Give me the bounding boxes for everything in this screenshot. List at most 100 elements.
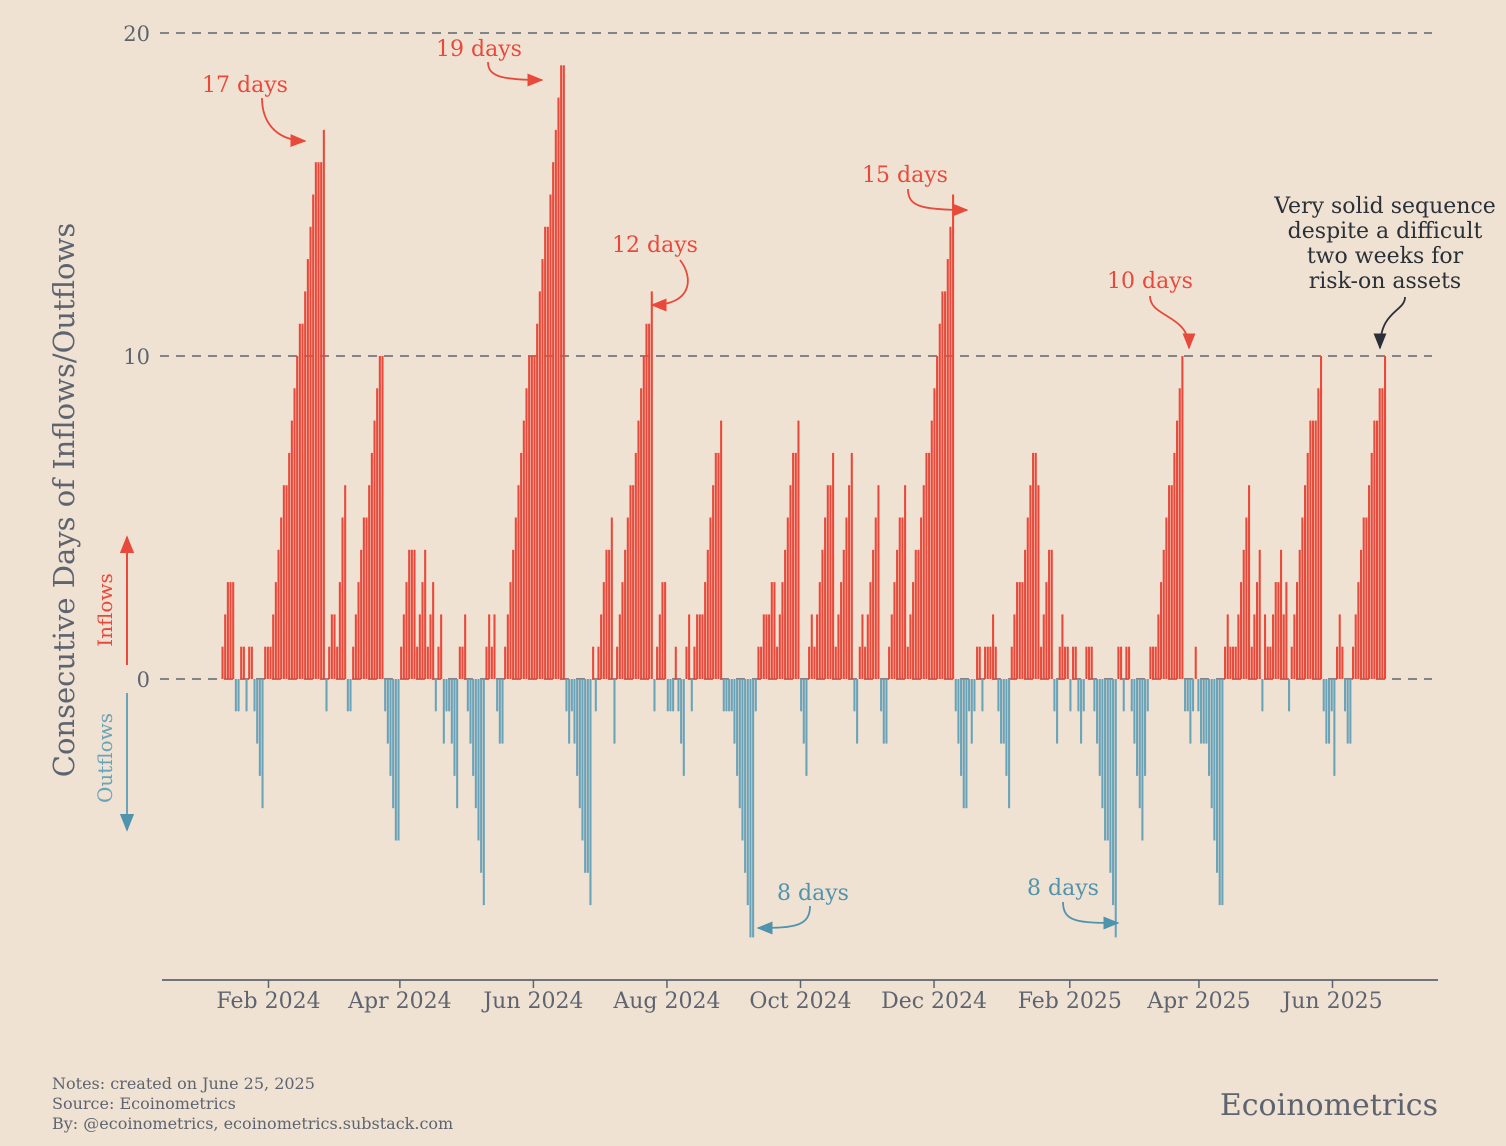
inflow-bar [221,646,224,679]
inflow-bar [298,323,301,679]
inflow-bar [898,517,901,679]
outflow-bar [261,679,264,809]
inflow-bar [1162,549,1165,679]
outflow-bar [962,679,965,809]
inflow-bar [517,485,520,679]
inflow-bar [1040,646,1043,679]
outflow-bar [1106,679,1109,841]
inflow-bar [250,646,253,679]
inflow-bar [322,129,325,679]
inflow-bar [288,452,291,679]
inflow-bar [1314,420,1317,679]
inflow-bar [637,420,640,679]
outflow-bar [349,679,352,712]
annotation-callout: Very solid sequence despite a difficult … [1273,194,1496,350]
outflow-bar [466,679,469,712]
outflow-bar [586,679,589,873]
inflow-bar [1317,388,1320,679]
inflow-bar [368,485,371,679]
inflow-bar [890,614,893,679]
inflow-bar [426,646,429,679]
inflow-bar [528,356,531,679]
outflow-bar [392,679,395,809]
inflow-bar [410,549,413,679]
outflow-bar [666,679,669,712]
inflow-bar [762,614,765,679]
inflow-bar [413,549,416,679]
inflow-bar [1285,582,1288,679]
inflow-bar [1160,582,1163,679]
inflow-bar [858,646,861,679]
inflow-bar [1050,549,1053,679]
outflow-bar [480,679,483,873]
inflow-bar [786,517,789,679]
outflow-bar [1098,679,1101,776]
inflow-bar [661,582,664,679]
outflow-bar [576,679,579,776]
inflow-bar [810,614,813,679]
outflow-bar [672,679,675,712]
inflow-bar [280,517,283,679]
outflow-bar [1104,679,1107,841]
inflow-bar [285,485,288,679]
outflow-bar [613,679,616,744]
inflow-bar [834,646,837,679]
inflow-bar [1309,420,1312,679]
annotation-10-days: 10 days [1107,269,1196,350]
inflow-bar [226,582,229,679]
inflow-bar [597,646,600,679]
outflow-bar [682,679,685,776]
inflow-bar [757,646,760,679]
inflow-bar [1269,646,1272,679]
inflow-bar [229,582,232,679]
outflow-bar [800,679,803,712]
annotation-out-8-days-oct-arrow [756,905,811,935]
annotation-15-days: 15 days [862,163,969,217]
outflow-bar [434,679,437,712]
inflow-bar [621,582,624,679]
inflow-bar [1234,646,1237,679]
inflow-bar [296,356,299,679]
outflow-bar [394,679,397,841]
outflow-bar [456,679,459,809]
outflow-bar [1288,679,1291,712]
outflow-bar [965,679,968,809]
inflow-bar [536,323,539,679]
inflow-bar [914,549,917,679]
inflows-label: Inflows [93,573,117,647]
annotation-19-days: 19 days [436,37,544,87]
inflow-bar [1290,646,1293,679]
inflow-bar [709,517,712,679]
inflow-bar [272,614,275,679]
x-tick-label: Apr 2024 [347,989,451,1014]
inflow-bar [1058,646,1061,679]
inflow-bar [1232,646,1235,679]
outflow-bar [728,679,731,712]
inflow-bar [632,485,635,679]
outflow-bar [389,679,392,776]
inflow-bar [648,323,651,679]
outflow-bar [1328,679,1331,744]
inflow-bar [1360,549,1363,679]
inflow-bar [837,614,840,679]
inflow-bar [1338,614,1341,679]
bars-group [221,65,1387,938]
inflow-bar [706,549,709,679]
inflow-bar [1277,582,1280,679]
inflow-bar [616,646,619,679]
inflow-bar [1256,582,1259,679]
outflow-bar [384,679,387,712]
outflow-bar [258,679,261,776]
inflow-bar [552,162,555,679]
inflow-bar [544,226,547,680]
inflow-bar [896,549,899,679]
inflow-bar [493,614,496,679]
inflow-bar [714,452,717,679]
inflow-bar [554,129,557,679]
footer-by: By: @ecoinometrics, ecoinometrics.substa… [52,1114,453,1133]
inflow-bar [314,162,317,679]
inflow-bar [1362,517,1365,679]
x-tick-label: Aug 2024 [612,989,720,1014]
inflow-bar [917,549,920,679]
outflow-bar [501,679,504,744]
